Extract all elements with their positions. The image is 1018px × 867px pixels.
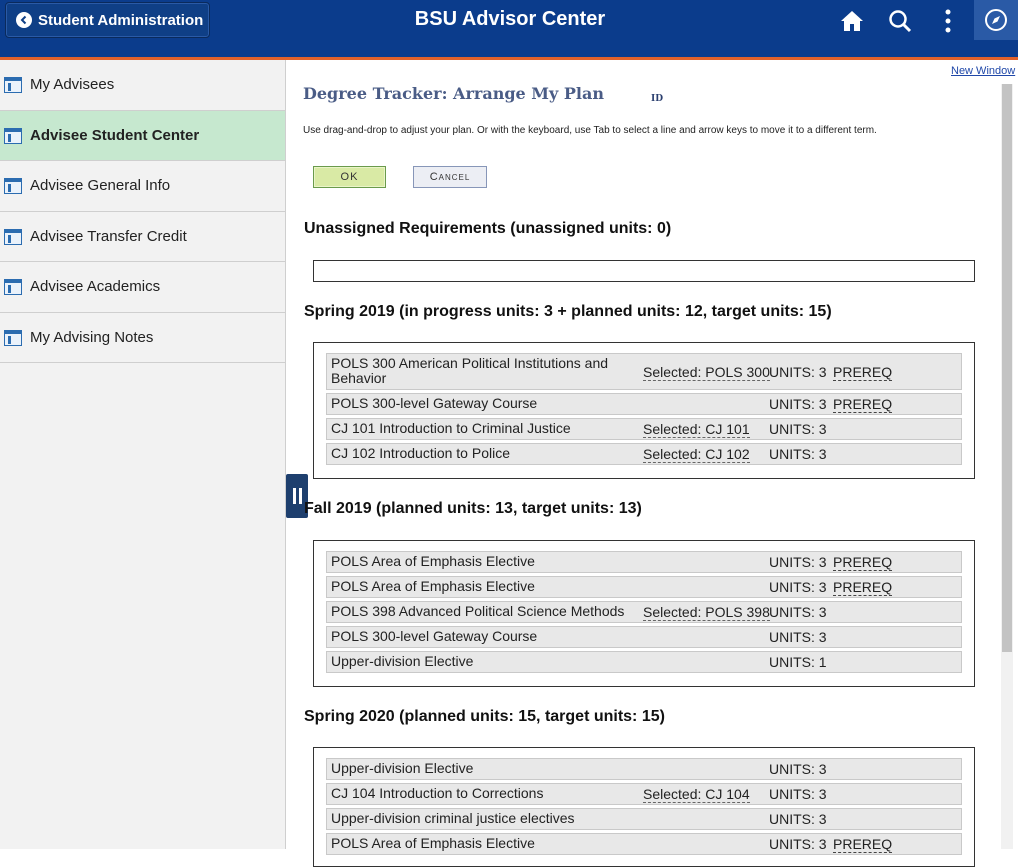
plan-row[interactable]: POLS Area of Emphasis Elective UNITS: 3 … — [326, 576, 962, 598]
units-label: UNITS: 3 — [769, 629, 827, 645]
prereq-link[interactable]: PREREQ — [833, 364, 893, 381]
units-label: UNITS: 3 — [769, 579, 827, 595]
plan-row[interactable]: CJ 101 Introduction to Criminal Justice … — [326, 418, 962, 440]
sidebar-item-advisee-transfer-credit[interactable]: Advisee Transfer Credit — [0, 212, 285, 262]
course-name: POLS 300 American Political Institutions… — [331, 355, 609, 386]
course-name: POLS 398 Advanced Political Science Meth… — [331, 603, 625, 619]
sidebar: My Advisees Advisee Student Center Advis… — [0, 60, 286, 849]
app-header: Student Administration BSU Advisor Cente… — [0, 0, 1018, 57]
units-label: UNITS: 3 — [769, 786, 827, 802]
page-icon — [4, 329, 22, 346]
page-icon — [4, 127, 22, 144]
selected-course[interactable]: Selected: CJ 104 — [643, 786, 750, 803]
search-icon[interactable] — [887, 8, 913, 34]
course-name: POLS Area of Emphasis Elective — [331, 835, 535, 851]
course-name: CJ 102 Introduction to Police — [331, 445, 510, 461]
term-box-spring-2020: Upper-division Elective UNITS: 3 CJ 104 … — [313, 747, 975, 867]
id-label: ID — [651, 94, 664, 104]
scrollbar[interactable] — [1001, 84, 1013, 849]
sidebar-item-my-advising-notes[interactable]: My Advising Notes — [0, 313, 285, 363]
units-label: UNITS: 3 — [769, 421, 827, 437]
course-name: Upper-division criminal justice elective… — [331, 810, 575, 826]
page-icon — [4, 77, 22, 93]
prereq-link[interactable]: PREREQ — [833, 554, 893, 571]
back-button-label: Student Administration — [38, 11, 204, 29]
course-name: POLS 300-level Gateway Course — [331, 628, 538, 644]
term-box-fall-2019: POLS Area of Emphasis Elective UNITS: 3 … — [313, 540, 975, 687]
selected-course[interactable]: Selected: POLS 300 — [643, 364, 770, 381]
sidebar-item-advisee-academics[interactable]: Advisee Academics — [0, 262, 285, 313]
more-vertical-icon[interactable] — [935, 8, 961, 34]
section-heading-unassigned: Unassigned Requirements (unassigned unit… — [304, 220, 672, 237]
pause-icon — [292, 488, 296, 504]
selected-course[interactable]: Selected: CJ 102 — [643, 446, 750, 463]
plan-row[interactable]: POLS Area of Emphasis Elective UNITS: 3 … — [326, 551, 962, 573]
page-title: Degree Tracker: Arrange My Plan — [303, 84, 604, 103]
cancel-button[interactable]: Cancel — [413, 166, 487, 188]
ok-button[interactable]: OK — [313, 166, 386, 188]
scrollbar-thumb[interactable] — [1002, 84, 1012, 652]
prereq-link[interactable]: PREREQ — [833, 396, 893, 413]
sidebar-item-label: My Advising Notes — [30, 328, 154, 346]
app-title: BSU Advisor Center — [414, 8, 606, 30]
plan-row[interactable]: Upper-division Elective UNITS: 1 — [326, 651, 962, 673]
prereq-link[interactable]: PREREQ — [833, 836, 893, 853]
page-icon — [4, 228, 22, 245]
sidebar-item-label: Advisee Transfer Credit — [30, 227, 187, 245]
new-window-link[interactable]: New Window — [951, 65, 1016, 77]
units-label: UNITS: 3 — [769, 364, 827, 380]
plan-row[interactable]: POLS 300-level Gateway Course UNITS: 3 P… — [326, 393, 962, 415]
sidebar-item-label: My Advisees — [30, 76, 115, 94]
sidebar-item-advisee-general-info[interactable]: Advisee General Info — [0, 161, 285, 212]
compass-icon[interactable] — [974, 0, 1018, 40]
section-heading-spring-2019: Spring 2019 (in progress units: 3 + plan… — [304, 303, 832, 320]
section-heading-spring-2020: Spring 2020 (planned units: 15, target u… — [304, 708, 665, 725]
unassigned-drop-zone[interactable] — [313, 260, 975, 282]
chevron-left-icon — [16, 12, 32, 28]
term-box-spring-2019: POLS 300 American Political Institutions… — [313, 342, 975, 479]
sidebar-item-label: Advisee General Info — [30, 177, 171, 195]
sidebar-item-advisee-student-center[interactable]: Advisee Student Center — [0, 110, 285, 161]
selected-course[interactable]: Selected: CJ 101 — [643, 421, 750, 438]
course-name: Upper-division Elective — [331, 653, 474, 669]
units-label: UNITS: 1 — [769, 654, 827, 670]
course-name: CJ 104 Introduction to Corrections — [331, 785, 544, 801]
page-icon — [4, 178, 22, 194]
plan-row[interactable]: CJ 102 Introduction to Police Selected: … — [326, 443, 962, 465]
instructions-text: Use drag-and-drop to adjust your plan. O… — [303, 125, 877, 136]
plan-row[interactable]: CJ 104 Introduction to Corrections Selec… — [326, 783, 962, 805]
selected-course[interactable]: Selected: POLS 398 — [643, 604, 770, 621]
plan-row[interactable]: POLS Area of Emphasis Elective UNITS: 3 … — [326, 833, 962, 855]
back-button[interactable]: Student Administration — [5, 2, 210, 38]
sidebar-item-my-advisees[interactable]: My Advisees — [0, 60, 285, 111]
units-label: UNITS: 3 — [769, 811, 827, 827]
course-name: POLS 300-level Gateway Course — [331, 395, 538, 411]
plan-row[interactable]: POLS 300-level Gateway Course UNITS: 3 — [326, 626, 962, 648]
sidebar-item-label: Advisee Student Center — [30, 126, 200, 144]
plan-row[interactable]: Upper-division criminal justice elective… — [326, 808, 962, 830]
course-name: Upper-division Elective — [331, 760, 474, 776]
sidebar-item-label: Advisee Academics — [30, 278, 161, 296]
prereq-link[interactable]: PREREQ — [833, 579, 893, 596]
units-label: UNITS: 3 — [769, 761, 827, 777]
plan-row[interactable]: POLS 398 Advanced Political Science Meth… — [326, 601, 962, 623]
course-name: POLS Area of Emphasis Elective — [331, 578, 535, 594]
units-label: UNITS: 3 — [769, 554, 827, 570]
header-accent-stripe — [0, 57, 1018, 60]
section-heading-fall-2019: Fall 2019 (planned units: 13, target uni… — [304, 500, 642, 517]
pause-icon — [298, 488, 302, 504]
page-icon — [4, 279, 22, 295]
course-name: CJ 101 Introduction to Criminal Justice — [331, 420, 571, 436]
plan-row[interactable]: Upper-division Elective UNITS: 3 — [326, 758, 962, 780]
units-label: UNITS: 3 — [769, 396, 827, 412]
units-label: UNITS: 3 — [769, 836, 827, 852]
units-label: UNITS: 3 — [769, 604, 827, 620]
sidebar-collapse-button[interactable] — [286, 474, 308, 518]
course-name: POLS Area of Emphasis Elective — [331, 553, 535, 569]
plan-row[interactable]: POLS 300 American Political Institutions… — [326, 353, 962, 390]
units-label: UNITS: 3 — [769, 446, 827, 462]
home-icon[interactable] — [839, 8, 865, 34]
